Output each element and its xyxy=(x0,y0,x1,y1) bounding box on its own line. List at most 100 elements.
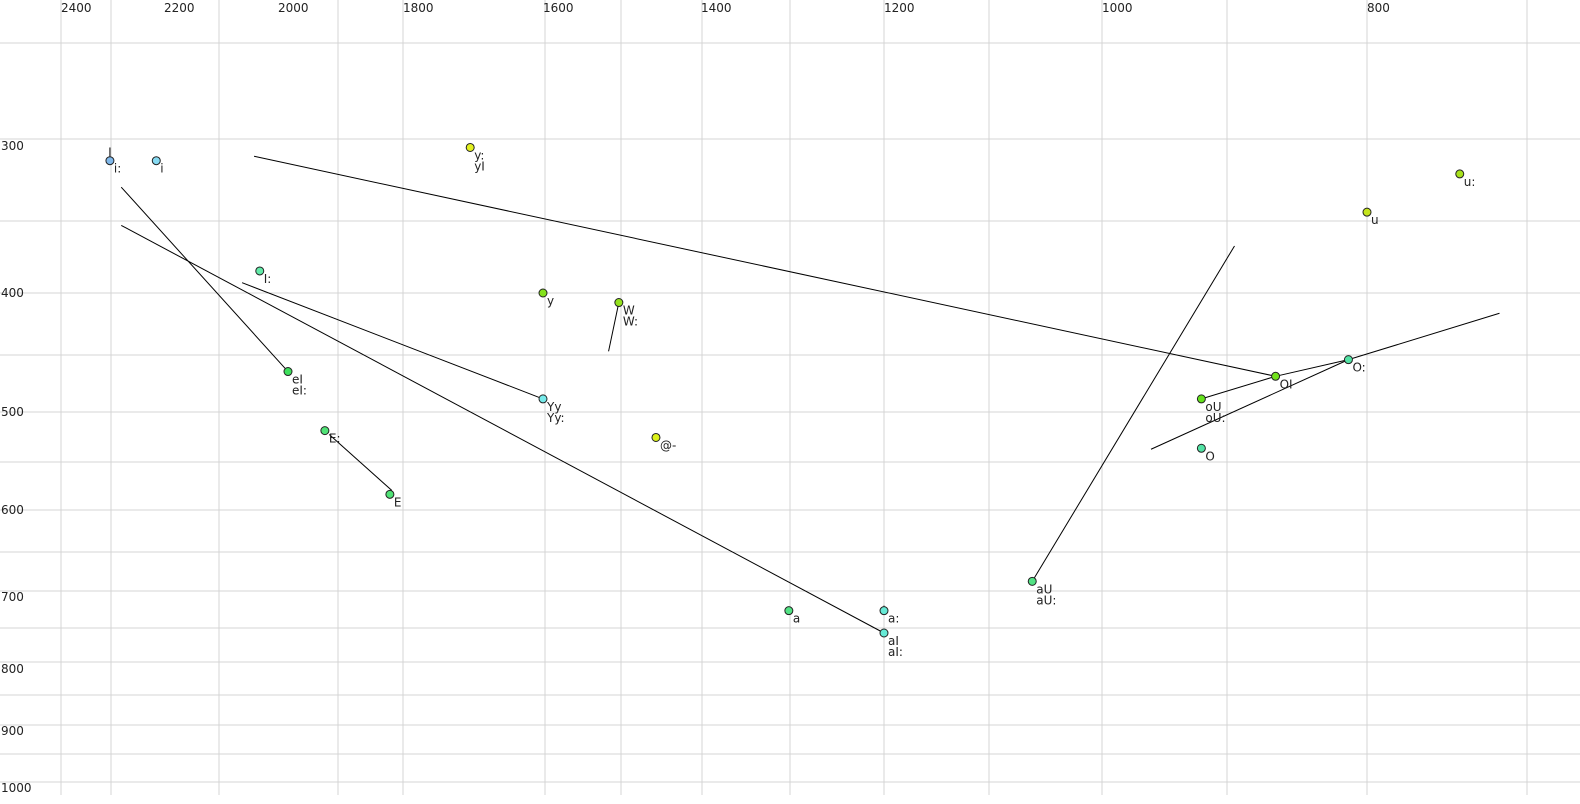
trajectory-line xyxy=(121,224,885,634)
data-point-marker xyxy=(651,432,661,442)
point-label: W xyxy=(623,304,635,318)
point-label: a: xyxy=(888,612,899,626)
trajectory-line xyxy=(1150,359,1349,450)
vowel-point: WW: xyxy=(614,298,638,329)
point-label: y xyxy=(547,294,554,308)
data-point-marker xyxy=(879,628,889,638)
y-tick-label: 1000 xyxy=(1,781,32,795)
x-tick-label: 800 xyxy=(1367,1,1390,15)
data-point-marker xyxy=(151,156,161,166)
vowel-point: I: xyxy=(255,266,272,286)
x-tick-label: 2000 xyxy=(278,1,309,15)
y-tick-label: 300 xyxy=(1,139,24,153)
vowel-point: O xyxy=(1196,443,1215,463)
point-label: eI: xyxy=(292,384,307,398)
trajectory-line xyxy=(608,302,620,352)
data-point-marker xyxy=(1343,355,1353,365)
vowel-point: u xyxy=(1362,207,1379,227)
vowel-point: u: xyxy=(1455,169,1475,189)
x-tick-label: 1800 xyxy=(403,1,434,15)
data-point-marker xyxy=(283,367,293,377)
point-label: oU xyxy=(1205,400,1221,414)
data-point-marker xyxy=(255,266,265,276)
x-tick-label: 1000 xyxy=(1102,1,1133,15)
point-label: a xyxy=(793,612,800,626)
x-tick-label: 1400 xyxy=(701,1,732,15)
data-point-marker xyxy=(465,142,475,152)
vowel-point: y:yI xyxy=(465,142,485,173)
x-tick-label: 2400 xyxy=(61,1,92,15)
point-label: @- xyxy=(660,438,676,452)
data-point-marker xyxy=(320,426,330,436)
point-label: aI: xyxy=(888,645,903,659)
y-tick-label: 500 xyxy=(1,405,24,419)
point-label: i xyxy=(160,162,163,176)
data-point-marker xyxy=(1196,394,1206,404)
vowel-point: i: xyxy=(105,156,121,176)
data-point-marker xyxy=(879,606,889,616)
point-label: E: xyxy=(329,432,341,446)
y-tick-label: 400 xyxy=(1,286,24,300)
vowel-point: E: xyxy=(320,426,341,446)
y-axis-ticks: 300 400 500 600 700 800 900 1000 xyxy=(1,139,32,795)
y-tick-label: 800 xyxy=(1,662,24,676)
vowel-point: OI xyxy=(1271,371,1293,391)
trajectory-line xyxy=(120,186,289,372)
point-label: I: xyxy=(264,272,272,286)
data-point-marker xyxy=(105,156,115,166)
point-label: Yy xyxy=(546,400,561,414)
point-label: eI xyxy=(292,373,303,387)
data-point-marker xyxy=(1455,169,1465,179)
point-label: O: xyxy=(1352,361,1365,375)
data-point-marker xyxy=(1271,371,1281,381)
data-point-marker xyxy=(784,606,794,616)
trajectory-line xyxy=(253,155,1276,377)
data-point-marker xyxy=(614,298,624,308)
point-label: E xyxy=(394,495,402,509)
point-label: u xyxy=(1371,213,1379,227)
vowel-point: i xyxy=(151,156,164,176)
vowel-point: a xyxy=(784,606,800,626)
point-label: W: xyxy=(623,315,638,329)
data-point-marker xyxy=(538,288,548,298)
data-point-marker xyxy=(538,394,548,404)
data-point-marker xyxy=(1027,576,1037,586)
point-label: O xyxy=(1205,449,1214,463)
data-point-marker xyxy=(385,489,395,499)
x-tick-label: 1200 xyxy=(884,1,915,15)
point-label: Yy: xyxy=(546,411,565,425)
trajectories xyxy=(109,147,1500,634)
point-label: oU: xyxy=(1205,411,1225,425)
data-point-marker xyxy=(1362,207,1372,217)
x-axis-ticks: 2400 2200 2000 1800 1600 1400 1200 1000 800 xyxy=(61,1,1390,15)
vowel-point: y xyxy=(538,288,554,308)
trajectory-line xyxy=(1201,312,1500,400)
point-label: yI xyxy=(474,159,485,173)
vowel-point: E xyxy=(385,489,402,509)
point-label: i: xyxy=(114,162,121,176)
data-point-marker xyxy=(1196,443,1206,453)
y-tick-label: 600 xyxy=(1,503,24,517)
y-tick-label: 700 xyxy=(1,590,24,604)
trajectory-line xyxy=(328,434,393,491)
y-tick-label: 900 xyxy=(1,724,24,738)
vowel-point: @- xyxy=(651,432,676,452)
point-label: OI xyxy=(1280,377,1293,391)
vowel-point: O: xyxy=(1343,355,1366,375)
point-label: aU: xyxy=(1036,593,1056,607)
x-tick-label: 2200 xyxy=(164,1,195,15)
point-label: aU xyxy=(1036,582,1052,596)
point-label: aI xyxy=(888,634,899,648)
trajectory-line xyxy=(241,282,544,400)
vowel-point: a: xyxy=(879,606,899,626)
point-label: y: xyxy=(474,148,484,162)
x-tick-label: 1600 xyxy=(543,1,574,15)
